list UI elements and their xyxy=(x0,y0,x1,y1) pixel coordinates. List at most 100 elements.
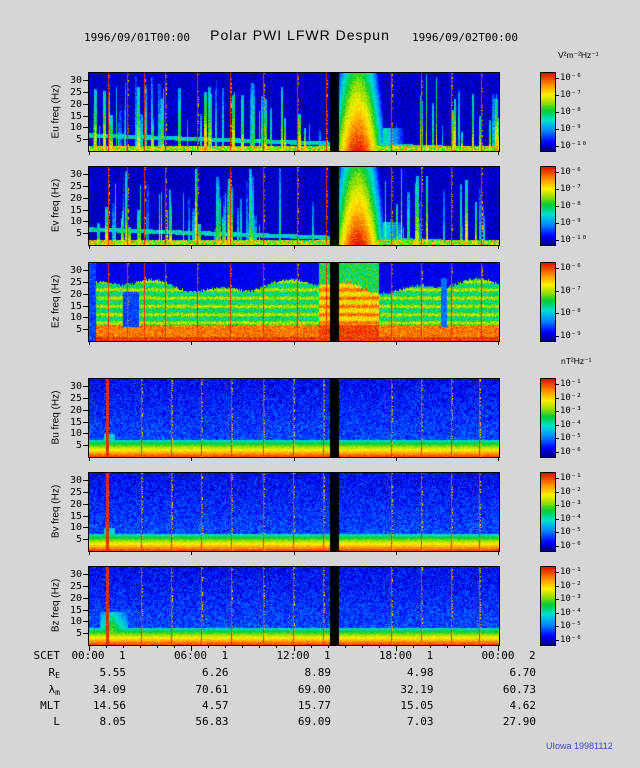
spectrogram-canvas-ez xyxy=(89,263,499,341)
y-tick-mark xyxy=(83,433,88,434)
colorbar-tick-label: 10⁻¹⁰ xyxy=(560,141,588,151)
colorbar-tick-mark xyxy=(556,313,559,314)
scet-day-label: 2 xyxy=(529,649,536,662)
y-tick-mark xyxy=(83,104,88,105)
mlt-row: MLT 14.56 4.57 15.77 15.05 4.62 xyxy=(0,699,640,713)
x-tick-mark xyxy=(498,152,499,155)
x-tick-mark xyxy=(294,552,295,555)
y-tick-mark xyxy=(83,445,88,446)
scet-day-label: 1 xyxy=(221,649,229,662)
panel-ev: Ev freq (Hz) 30 25 20 15 10 5 10⁻⁶ 10⁻⁷ 10⁻⁸ 10⁻⁹… xyxy=(0,166,640,249)
scet-day-label: 1 xyxy=(119,649,126,662)
x-tick-mark xyxy=(191,552,192,555)
x-tick-mark xyxy=(191,342,192,345)
ephemeris-value: 27.90 xyxy=(502,715,536,728)
colorbar-tick-mark xyxy=(556,452,559,453)
colorbar-tick-mark xyxy=(556,78,559,79)
y-tick-mark xyxy=(83,633,88,634)
y-tick-label: 30 xyxy=(69,381,82,392)
y-tick-label: 25 xyxy=(69,277,82,288)
colorbar-tick-label: 10⁻⁷ xyxy=(560,184,582,194)
y-tick-label: 15 xyxy=(69,111,82,122)
colorbar-tick-label: 10⁻⁶ xyxy=(560,167,582,177)
row-label-text: SCET xyxy=(33,649,61,662)
x-minor-tick-mark xyxy=(242,646,243,648)
x-tick-mark xyxy=(89,646,90,651)
x-minor-tick-mark xyxy=(225,646,226,648)
y-tick-mark xyxy=(83,422,88,423)
colorbar-tick-mark xyxy=(556,613,559,614)
y-tick-label: 5 xyxy=(75,324,82,335)
spectrogram-canvas-bz xyxy=(89,567,499,645)
colorbar-tick-mark xyxy=(556,532,559,533)
spectrogram-plot-ez xyxy=(88,262,500,342)
x-minor-tick-mark xyxy=(362,646,363,648)
colorbar-tick-mark xyxy=(556,172,559,173)
colorbar-tick-label: 10⁻⁵ xyxy=(560,621,582,631)
spectrogram-canvas-ev xyxy=(89,167,499,245)
spectrogram-plot-bv xyxy=(88,472,500,552)
x-minor-tick-mark xyxy=(447,646,448,648)
x-minor-tick-mark xyxy=(311,646,312,648)
colorbar-tick-label: 10⁻¹ xyxy=(560,473,582,483)
x-tick-mark xyxy=(191,458,192,461)
spectrogram-canvas-eu xyxy=(89,73,499,151)
ephemeris-value: 4.57 xyxy=(202,699,229,712)
y-tick-mark xyxy=(83,80,88,81)
y-tick-mark xyxy=(83,221,88,222)
x-tick-mark xyxy=(89,552,90,555)
colorbar-tick-mark xyxy=(556,291,559,292)
scet-time-label: 00:00 xyxy=(481,649,515,662)
colorbar-tick-label: 10⁻³ xyxy=(560,406,582,416)
ephemeris-value: 70.61 xyxy=(195,683,229,696)
scet-time-label: 18:00 xyxy=(378,649,413,662)
colorbar-canvas-bv xyxy=(541,473,555,551)
re-row: RE 5.55 6.26 8.89 4.98 6.70 xyxy=(0,666,640,680)
ephemeris-value: 60.73 xyxy=(502,683,536,696)
x-tick-mark xyxy=(294,246,295,249)
colorbar-tick-label: 10⁻⁶ xyxy=(560,635,582,645)
y-tick-label: 10 xyxy=(69,216,82,227)
spectrogram-plot-bu xyxy=(88,378,500,458)
x-tick-mark xyxy=(498,458,499,461)
colorbar-tick-mark xyxy=(556,336,559,337)
panel-bv: Bv freq (Hz) 30 25 20 15 10 5 10⁻¹ 10⁻² 10⁻³ 10⁻⁴… xyxy=(0,472,640,555)
y-tick-label: 15 xyxy=(69,417,82,428)
y-tick-label: 10 xyxy=(69,522,82,533)
y-tick-mark xyxy=(83,386,88,387)
row-label-re: RE xyxy=(6,666,60,680)
ephemeris-value: 69.00 xyxy=(297,683,331,696)
y-tick-mark xyxy=(83,610,88,611)
colorbar-tick-label: 10⁻⁹ xyxy=(560,218,582,228)
ephemeris-value: 14.56 xyxy=(92,699,126,712)
colorbar-tick-mark xyxy=(556,129,559,130)
colorbar-tick-mark xyxy=(556,398,559,399)
ephemeris-value: 15.77 xyxy=(297,699,331,712)
y-tick-mark xyxy=(83,527,88,528)
colorbar-tick-label: 10⁻⁶ xyxy=(560,447,582,457)
row-label-text: MLT xyxy=(40,699,60,712)
x-tick-mark xyxy=(498,646,499,651)
ephemeris-value: 56.83 xyxy=(195,715,229,728)
x-minor-tick-mark xyxy=(345,646,346,648)
colorbar-tick-label: 10⁻⁶ xyxy=(560,263,582,273)
ephemeris-value: 8.05 xyxy=(99,715,127,728)
y-tick-label: 10 xyxy=(69,616,82,627)
x-tick-mark xyxy=(498,246,499,249)
x-tick-mark xyxy=(191,646,192,651)
page-title: Polar PWI LFWR Despun xyxy=(210,27,390,43)
x-tick-mark xyxy=(89,152,90,155)
colorbar-tick-label: 10⁻⁷ xyxy=(560,90,582,100)
y-tick-label: 30 xyxy=(69,265,82,276)
y-tick-mark xyxy=(83,198,88,199)
colorbar-ev xyxy=(540,166,556,246)
y-tick-mark xyxy=(83,586,88,587)
y-tick-label: 30 xyxy=(69,569,82,580)
x-minor-tick-mark xyxy=(106,646,107,648)
colorbar-tick-label: 10⁻² xyxy=(560,487,582,497)
credit: UIowa 19981112 xyxy=(546,741,613,751)
y-tick-mark xyxy=(83,294,88,295)
colorbar-canvas-ev xyxy=(541,167,555,245)
colorbar-tick-label: 10⁻⁷ xyxy=(560,286,582,296)
x-tick-mark xyxy=(294,646,295,651)
